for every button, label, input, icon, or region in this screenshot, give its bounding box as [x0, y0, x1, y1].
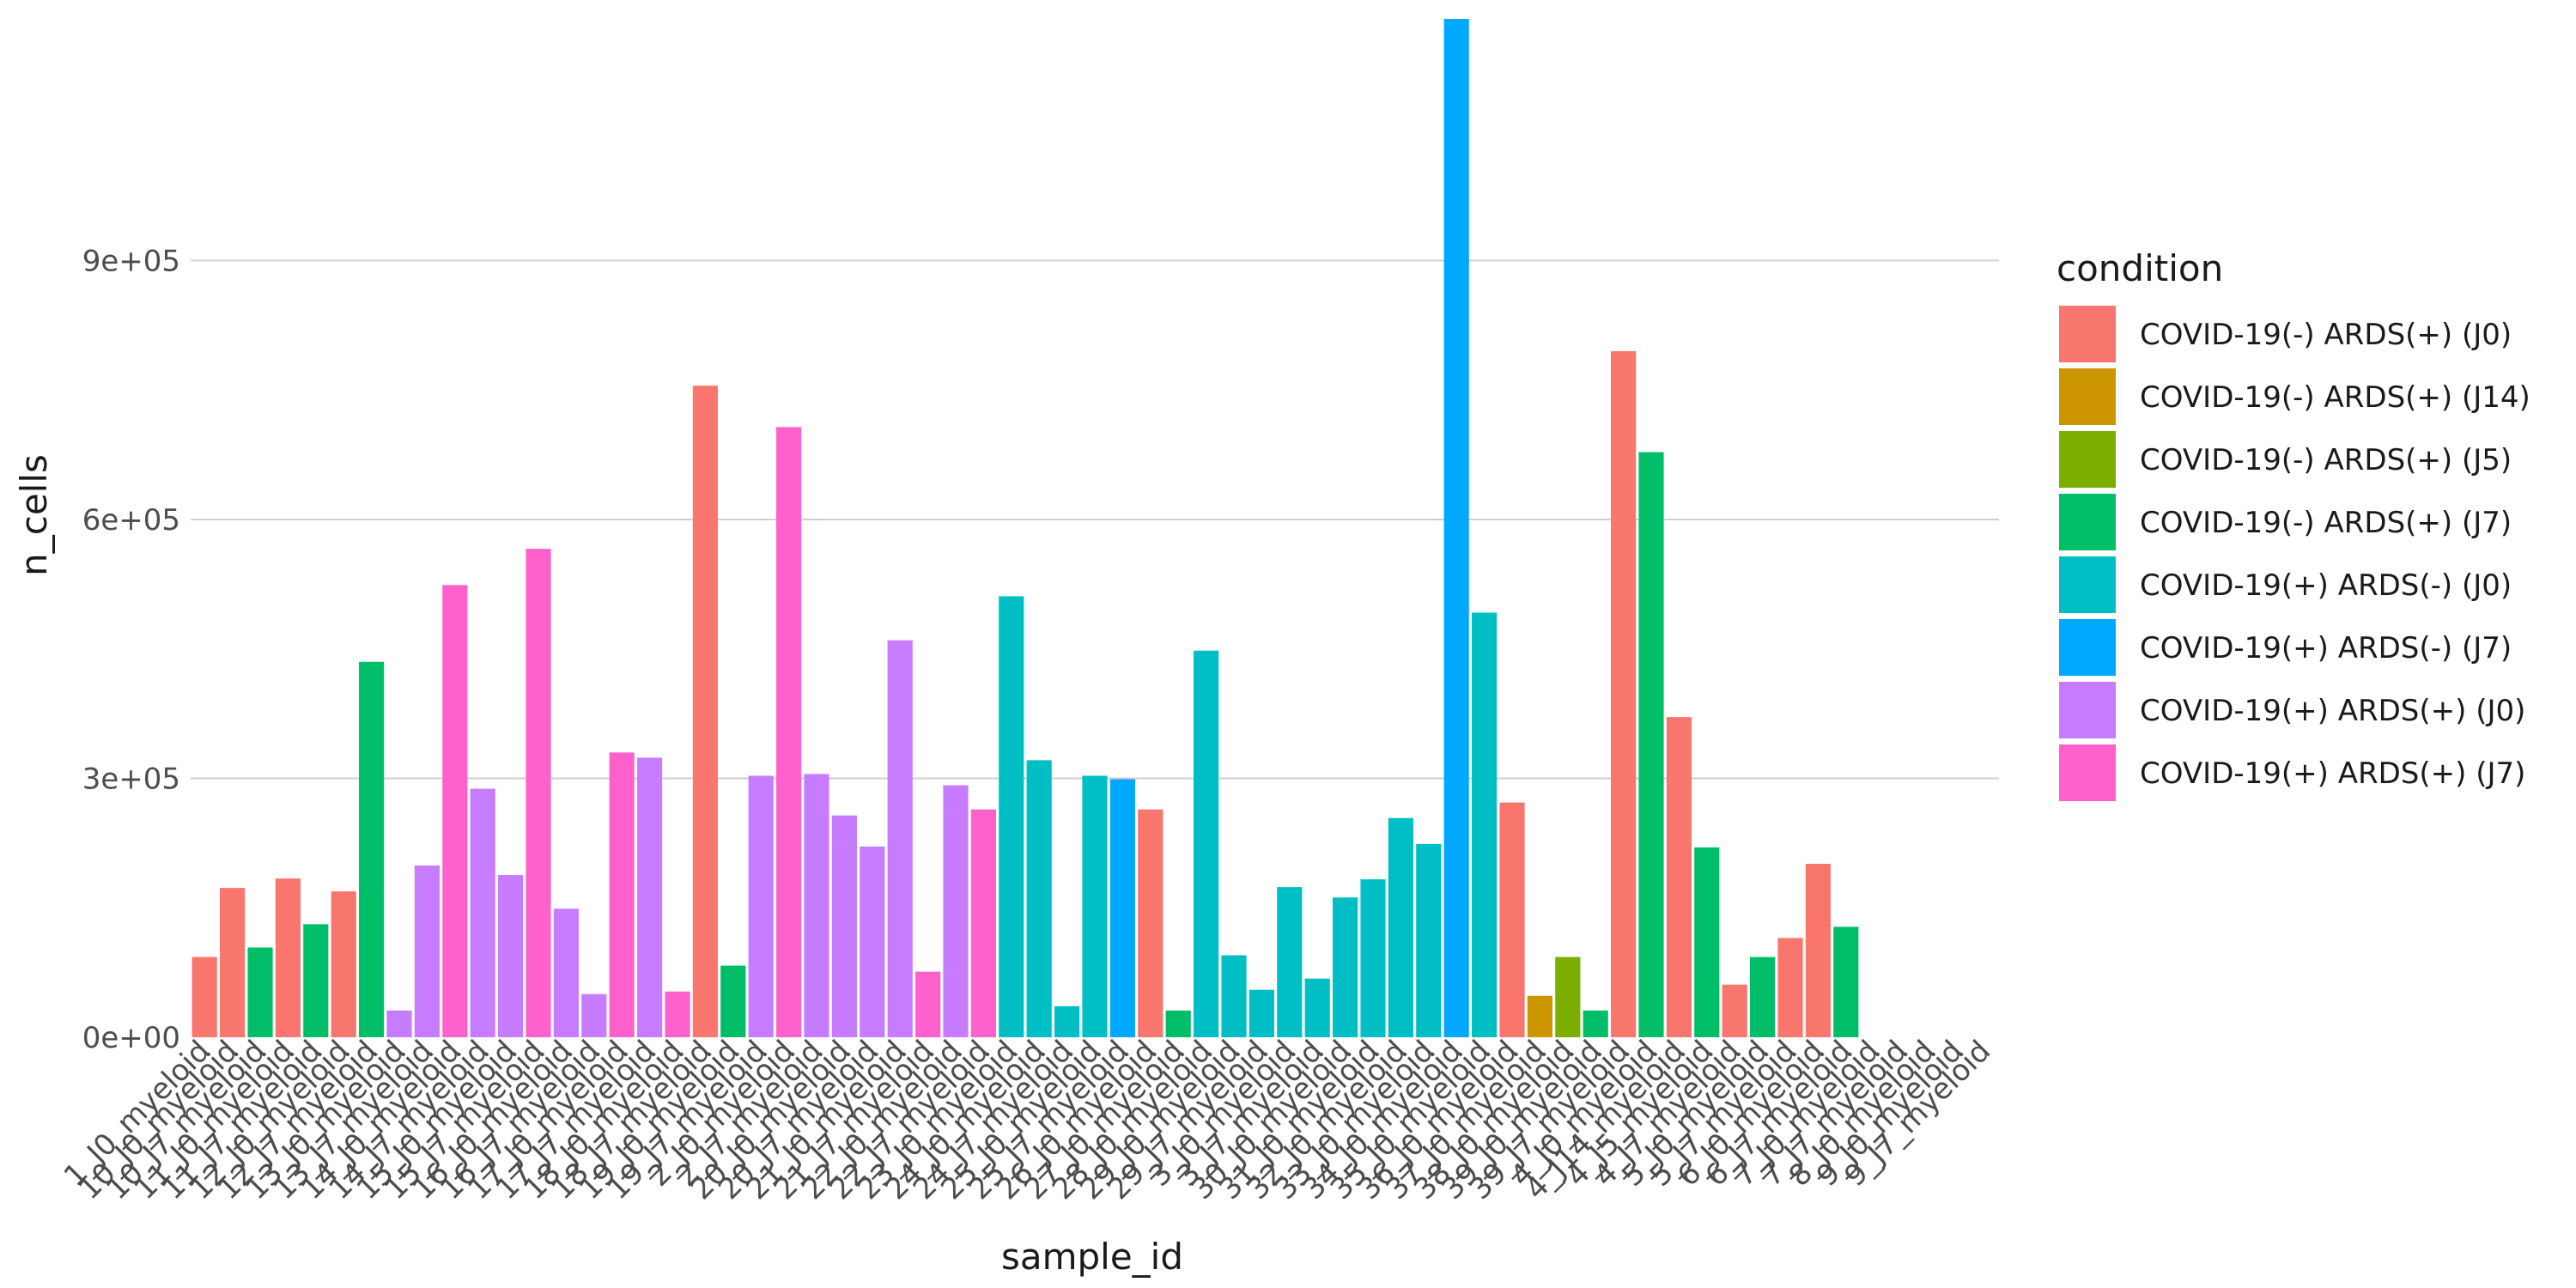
legend-label: COVID-19(-) ARDS(+) (J14): [2140, 380, 2530, 415]
bar: [1388, 817, 1413, 1037]
bar: [191, 957, 217, 1037]
legend-label: COVID-19(-) ARDS(+) (J0): [2140, 318, 2512, 352]
legend-label: COVID-19(+) ARDS(-) (J7): [2140, 631, 2512, 665]
y-tick-label: 9e+05: [82, 244, 180, 278]
legend-key: [2059, 306, 2116, 362]
bar: [1527, 995, 1552, 1037]
bar: [637, 757, 663, 1037]
bar: [498, 875, 524, 1037]
legend-label: COVID-19(-) ARDS(+) (J5): [2140, 443, 2512, 477]
bar: [386, 1010, 412, 1037]
bar: [470, 788, 495, 1037]
bar: [275, 878, 301, 1037]
bar: [331, 891, 356, 1037]
legend: condition COVID-19(-) ARDS(+) (J0)COVID-…: [2057, 247, 2530, 801]
bar: [1583, 1010, 1608, 1037]
bar: [414, 865, 440, 1037]
bar: [1805, 863, 1831, 1037]
legend-key: [2059, 368, 2116, 425]
bar: [247, 947, 273, 1037]
bar: [1165, 1010, 1191, 1037]
bar: [1360, 879, 1386, 1037]
bar: [1277, 887, 1303, 1037]
bar: [1333, 897, 1358, 1037]
bar: [1054, 1005, 1080, 1037]
y-tick-label: 6e+05: [82, 503, 180, 538]
legend-key: [2059, 682, 2116, 738]
bar: [831, 815, 857, 1037]
bar: [1638, 452, 1664, 1037]
bar: [1777, 938, 1803, 1037]
bar: [1082, 775, 1108, 1037]
bar: [776, 427, 802, 1037]
bar: [720, 965, 746, 1037]
bar: [1611, 350, 1637, 1037]
bar: [1694, 847, 1720, 1037]
bar: [1194, 650, 1219, 1037]
bar: [748, 775, 774, 1037]
bar: [915, 971, 941, 1037]
legend-key: [2059, 556, 2116, 613]
bar: [1833, 927, 1859, 1037]
bar: [220, 888, 246, 1037]
bar: [1026, 760, 1052, 1037]
bar: [1221, 955, 1247, 1037]
bar: [303, 924, 329, 1037]
bar: [442, 585, 468, 1037]
x-axis-title: sample_id: [1001, 1236, 1183, 1278]
bar: [1472, 612, 1498, 1037]
y-axis-ticks: 0e+00 3e+05 6e+05 9e+05: [82, 244, 180, 1055]
bar: [553, 908, 579, 1037]
bar: [999, 596, 1024, 1037]
legend-key: [2059, 494, 2116, 550]
legend-label: COVID-19(+) ARDS(+) (J0): [2140, 694, 2525, 728]
bar: [1499, 802, 1525, 1037]
bar: [860, 846, 885, 1037]
legend-key: [2059, 744, 2116, 801]
legend-key: [2059, 619, 2116, 676]
legend-title: condition: [2057, 247, 2223, 289]
y-axis-title: n_cells: [13, 454, 55, 576]
legend-label: COVID-19(+) ARDS(+) (J7): [2140, 756, 2525, 791]
bars: [191, 19, 1859, 1037]
legend-label: COVID-19(-) ARDS(+) (J7): [2140, 506, 2512, 540]
bar: [1416, 843, 1442, 1037]
bar: [1555, 957, 1581, 1037]
bar: [1138, 809, 1163, 1037]
bar: [1750, 957, 1776, 1037]
bar: [804, 774, 829, 1037]
bar: [887, 640, 913, 1037]
bar: [581, 993, 607, 1037]
bar: [970, 809, 996, 1037]
bar: [1109, 779, 1135, 1037]
x-axis-ticks: 1_J0_myeloid10_J0_myeloid10_J7_myeloid11…: [58, 1034, 1997, 1206]
bar: [359, 661, 385, 1037]
bar: [1304, 978, 1330, 1037]
y-tick-label: 3e+05: [82, 762, 180, 796]
legend-entries: COVID-19(-) ARDS(+) (J0) COVID-19(-) ARDS…: [2059, 306, 2530, 801]
y-tick-label: 0e+00: [82, 1021, 180, 1055]
bar: [943, 785, 969, 1037]
bar: [665, 991, 690, 1037]
bar: [526, 549, 551, 1037]
bar: [609, 752, 635, 1037]
legend-label: COVID-19(+) ARDS(-) (J0): [2140, 568, 2512, 603]
bar: [1443, 19, 1469, 1037]
bar: [1666, 717, 1692, 1037]
bar: [692, 386, 718, 1037]
bar: [1249, 989, 1274, 1037]
bar: [1722, 984, 1747, 1037]
legend-key: [2059, 431, 2116, 488]
